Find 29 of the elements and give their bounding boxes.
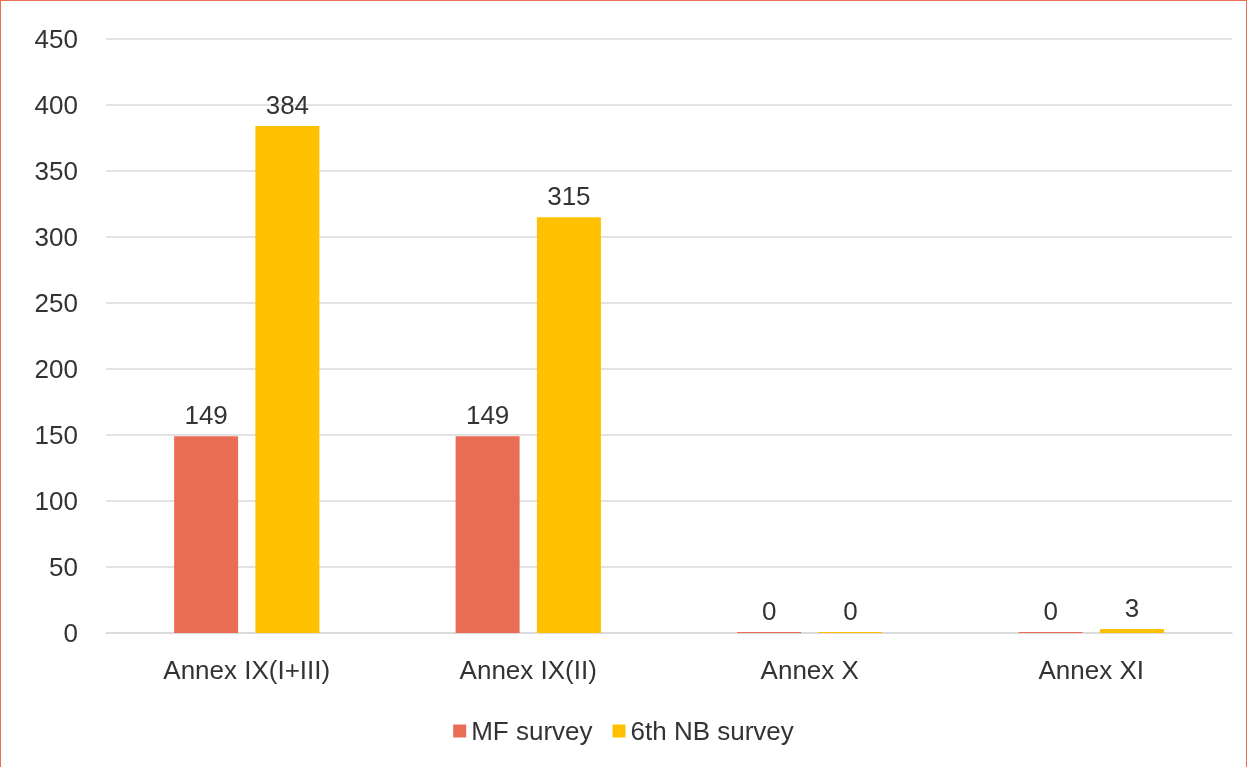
x-tick-label: Annex IX(II) (459, 655, 597, 685)
bar (455, 436, 520, 633)
data-label: 0 (843, 596, 858, 626)
legend-label: 6th NB survey (630, 716, 794, 746)
data-label: 149 (465, 400, 510, 431)
data-label: 0 (761, 596, 777, 626)
y-tick-label: 350 (34, 156, 78, 186)
y-tick-label: 150 (34, 420, 78, 450)
data-label: 3 (1124, 593, 1140, 624)
y-tick-label: 400 (34, 90, 78, 120)
bar (174, 436, 239, 633)
y-tick-label: 100 (34, 486, 78, 516)
bar (1099, 629, 1164, 633)
y-tick-label: 300 (34, 222, 78, 252)
y-tick-label: 450 (34, 24, 78, 54)
data-label: 149 (184, 400, 228, 431)
y-tick-label: 200 (34, 354, 78, 384)
y-tick-label: 50 (49, 552, 78, 582)
x-tick-label: Annex XI (1038, 655, 1145, 685)
x-tick-label: Annex X (760, 655, 859, 685)
y-tick-label: 0 (63, 618, 78, 648)
x-tick-label: Annex IX(I+III) (163, 655, 331, 685)
data-label: 315 (547, 181, 591, 212)
y-tick-label: 250 (34, 288, 78, 318)
legend-label: MF survey (471, 716, 593, 746)
data-label: 384 (265, 90, 310, 121)
bar (255, 126, 320, 633)
data-label: 0 (1043, 596, 1058, 626)
bar (536, 217, 601, 633)
